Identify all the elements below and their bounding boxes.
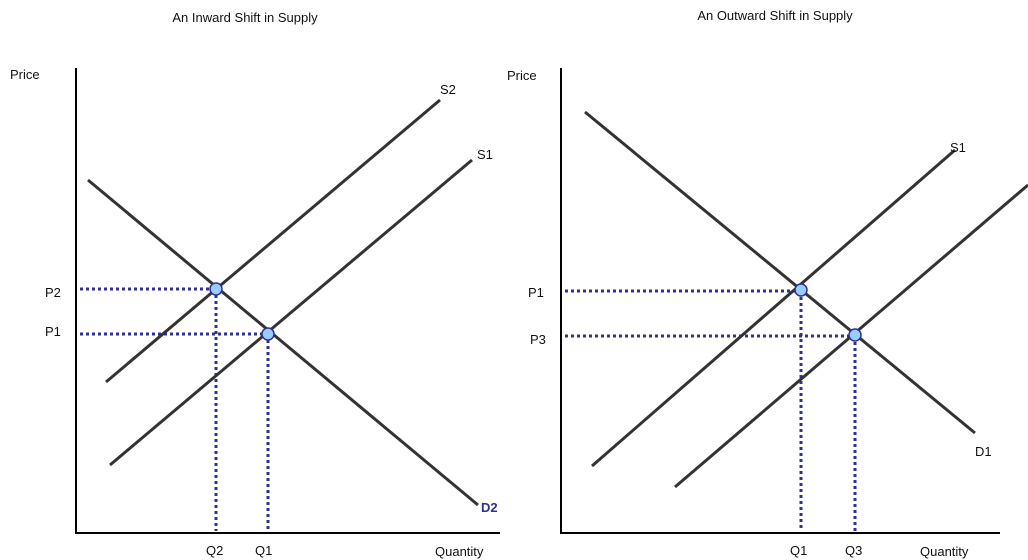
panel-inward: An Inward Shift in Supply Price Quantity… bbox=[10, 10, 500, 559]
panel-title: An Outward Shift in Supply bbox=[697, 8, 853, 23]
supply-curve bbox=[109, 158, 473, 467]
price-label: P1 bbox=[528, 285, 544, 300]
panel-title: An Inward Shift in Supply bbox=[172, 10, 318, 25]
curve-label: D2 bbox=[481, 500, 498, 515]
demand-curve bbox=[87, 178, 479, 507]
curve-label: S2 bbox=[440, 82, 456, 97]
panel-outward: An Outward Shift in Supply Price Quantit… bbox=[507, 8, 1028, 559]
supply-curve bbox=[591, 148, 956, 468]
equilibrium-point bbox=[261, 327, 275, 341]
x-axis-label: Quantity bbox=[920, 544, 969, 559]
price-label: P3 bbox=[530, 332, 546, 347]
curve-label: S1 bbox=[477, 147, 493, 162]
y-axis-label: Price bbox=[10, 67, 40, 82]
curve-label: D1 bbox=[975, 444, 992, 459]
demand-curve bbox=[584, 110, 976, 435]
x-axis-label: Quantity bbox=[435, 544, 484, 559]
quantity-label: Q3 bbox=[845, 543, 862, 558]
y-axis-label: Price bbox=[507, 68, 537, 83]
quantity-label: Q1 bbox=[790, 543, 807, 558]
quantity-label: Q1 bbox=[255, 543, 272, 558]
supply-curve bbox=[105, 98, 441, 384]
curve-label: S1 bbox=[950, 140, 966, 155]
equilibrium-point bbox=[848, 328, 862, 342]
quantity-label: Q2 bbox=[206, 543, 223, 558]
equilibrium-point bbox=[794, 283, 808, 297]
price-label: P2 bbox=[45, 285, 61, 300]
equilibrium-point bbox=[209, 282, 223, 296]
price-label: P1 bbox=[45, 324, 61, 339]
